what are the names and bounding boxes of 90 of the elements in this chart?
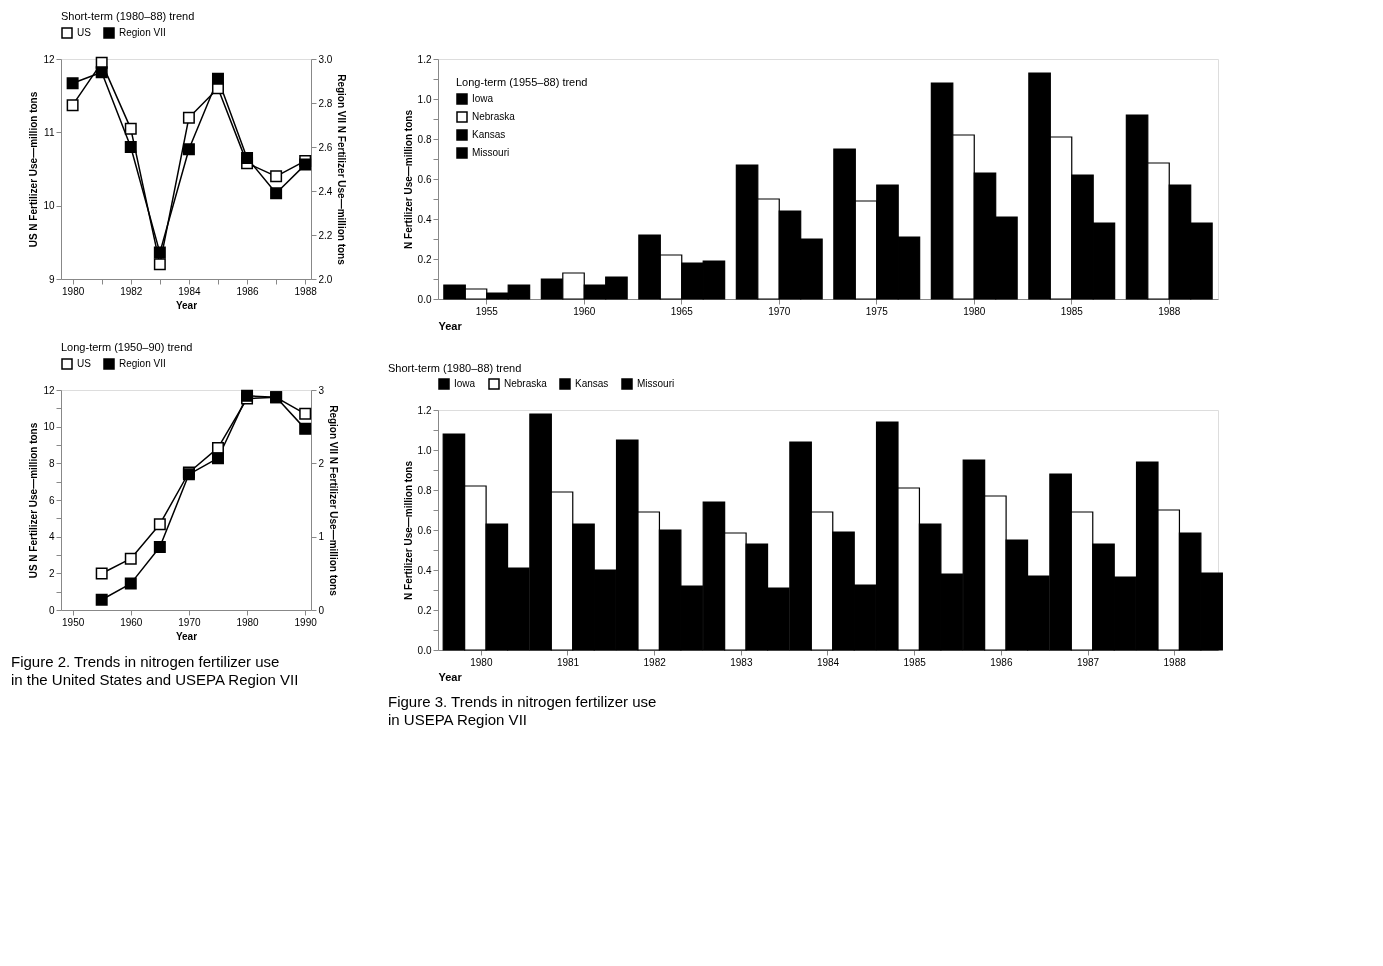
legend-label: Region VII — [119, 358, 166, 369]
x-tick-label: 1980 — [236, 616, 260, 628]
x-tick-label: 1980 — [62, 285, 85, 297]
y-tick-label: 0.6 — [417, 524, 432, 536]
y-tick-label: 0 — [48, 604, 55, 616]
x-tick-label: 1988 — [294, 285, 318, 297]
y-tick-label: 0.8 — [417, 484, 432, 496]
y-axis-title: N Fertilizer Use—million tons — [402, 109, 414, 249]
legend-label: US — [77, 358, 92, 369]
x-tick-label: 1987 — [1076, 656, 1100, 668]
x-axis-title: Year — [175, 299, 198, 311]
x-tick-label: 1970 — [768, 305, 791, 317]
legend-label: Region VII — [119, 27, 166, 38]
x-tick-label: 1985 — [1060, 305, 1084, 317]
y-tick-label: 12 — [43, 53, 55, 65]
x-tick-label: 1984 — [816, 656, 840, 668]
x-tick-label: 1986 — [236, 285, 260, 297]
x-tick-label: 1975 — [865, 305, 889, 317]
x-tick-label: 1980 — [963, 305, 986, 317]
y-tick-label: 0.8 — [417, 133, 432, 145]
x-tick-label: 1981 — [556, 656, 580, 668]
x-tick-label: 1980 — [470, 656, 493, 668]
y-tick-label: 0.6 — [417, 173, 432, 185]
y-tick-label: 0.4 — [417, 213, 432, 225]
chart-title: Short-term (1980–88) trend — [388, 362, 522, 374]
x-tick-label: 1960 — [120, 616, 143, 628]
y2-axis-title: Region VII N Fertilizer Use—million tons — [328, 405, 340, 597]
x-tick-label: 1985 — [903, 656, 927, 668]
y2-tick-label: 2.4 — [318, 185, 333, 197]
y-tick-label: 8 — [48, 457, 55, 469]
y-tick-label: 6 — [48, 494, 55, 506]
y-axis-title: US N Fertilizer Use—million tons — [28, 91, 40, 248]
y2-tick-label: 3 — [318, 384, 325, 396]
y-axis-title: N Fertilizer Use—million tons — [402, 460, 414, 600]
legend-label: Kansas — [472, 129, 506, 140]
legend-title: Long-term (1955–88) trend — [456, 76, 588, 88]
x-tick-label: 1955 — [475, 305, 499, 317]
y2-tick-label: 3.0 — [318, 53, 333, 65]
legend-label: Missouri — [637, 378, 675, 389]
y2-axis-title: Region VII N Fertilizer Use—million tons — [336, 74, 348, 266]
y-tick-label: 1.2 — [417, 404, 432, 416]
y-tick-label: 1.2 — [417, 53, 432, 65]
y-tick-label: 0.2 — [417, 253, 432, 265]
x-tick-label: 1950 — [62, 616, 85, 628]
legend-label: Nebraska — [504, 378, 548, 389]
y-tick-label: 12 — [43, 384, 55, 396]
y-tick-label: 10 — [43, 421, 55, 433]
x-tick-label: 1986 — [990, 656, 1013, 668]
x-tick-label: 1965 — [670, 305, 694, 317]
x-tick-label: 1982 — [120, 285, 143, 297]
x-axis-title: Year — [438, 319, 463, 332]
y2-tick-label: 0 — [318, 604, 325, 616]
legend-label: Iowa — [454, 378, 476, 389]
y2-tick-label: 1 — [318, 531, 325, 543]
legend-label: Missouri — [472, 147, 510, 158]
x-tick-label: 1983 — [730, 656, 753, 668]
x-tick-label: 1990 — [294, 616, 318, 628]
legend-label: US — [77, 27, 92, 38]
legend-label: Iowa — [472, 93, 494, 104]
y2-tick-label: 2 — [318, 457, 325, 469]
x-tick-label: 1988 — [1163, 656, 1187, 668]
x-axis-title: Year — [175, 630, 198, 642]
y2-tick-label: 2.6 — [318, 141, 333, 153]
y-tick-label: 0.4 — [417, 564, 432, 576]
legend-title: Long-term (1950–90) trend — [61, 341, 193, 353]
y-axis-title: US N Fertilizer Use—million tons — [28, 422, 40, 579]
caption: Figure 2. Trends in nitrogen fertilizer use in the United States and USEPA Region VII — [11, 653, 299, 688]
y2-tick-label: 2.0 — [318, 273, 333, 285]
y-tick-label: 1.0 — [417, 444, 432, 456]
x-tick-label: 1984 — [178, 285, 201, 297]
y-tick-label: 2 — [48, 567, 55, 579]
x-tick-label: 1960 — [573, 305, 596, 317]
y-tick-label: 1.0 — [417, 93, 432, 105]
x-tick-label: 1988 — [1158, 305, 1181, 317]
y-tick-label: 11 — [44, 126, 55, 138]
y-tick-label: 4 — [48, 531, 55, 543]
y-tick-label: 9 — [48, 273, 55, 285]
y-tick-label: 0.0 — [417, 293, 432, 305]
x-axis-title: Year — [438, 670, 463, 683]
y-tick-label: 0.0 — [417, 644, 432, 656]
caption: Figure 3. Trends in nitrogen fertilizer use in USEPA Region VII — [388, 693, 657, 728]
y-tick-label: 10 — [43, 200, 55, 212]
y2-tick-label: 2.2 — [318, 229, 333, 241]
legend-label: Kansas — [575, 378, 609, 389]
x-tick-label: 1982 — [643, 656, 667, 668]
y2-tick-label: 2.8 — [318, 97, 333, 109]
legend-label: Nebraska — [472, 111, 516, 122]
legend-title: Short-term (1980–88) trend — [61, 10, 195, 22]
x-tick-label: 1970 — [178, 616, 201, 628]
y-tick-label: 0.2 — [417, 604, 432, 616]
